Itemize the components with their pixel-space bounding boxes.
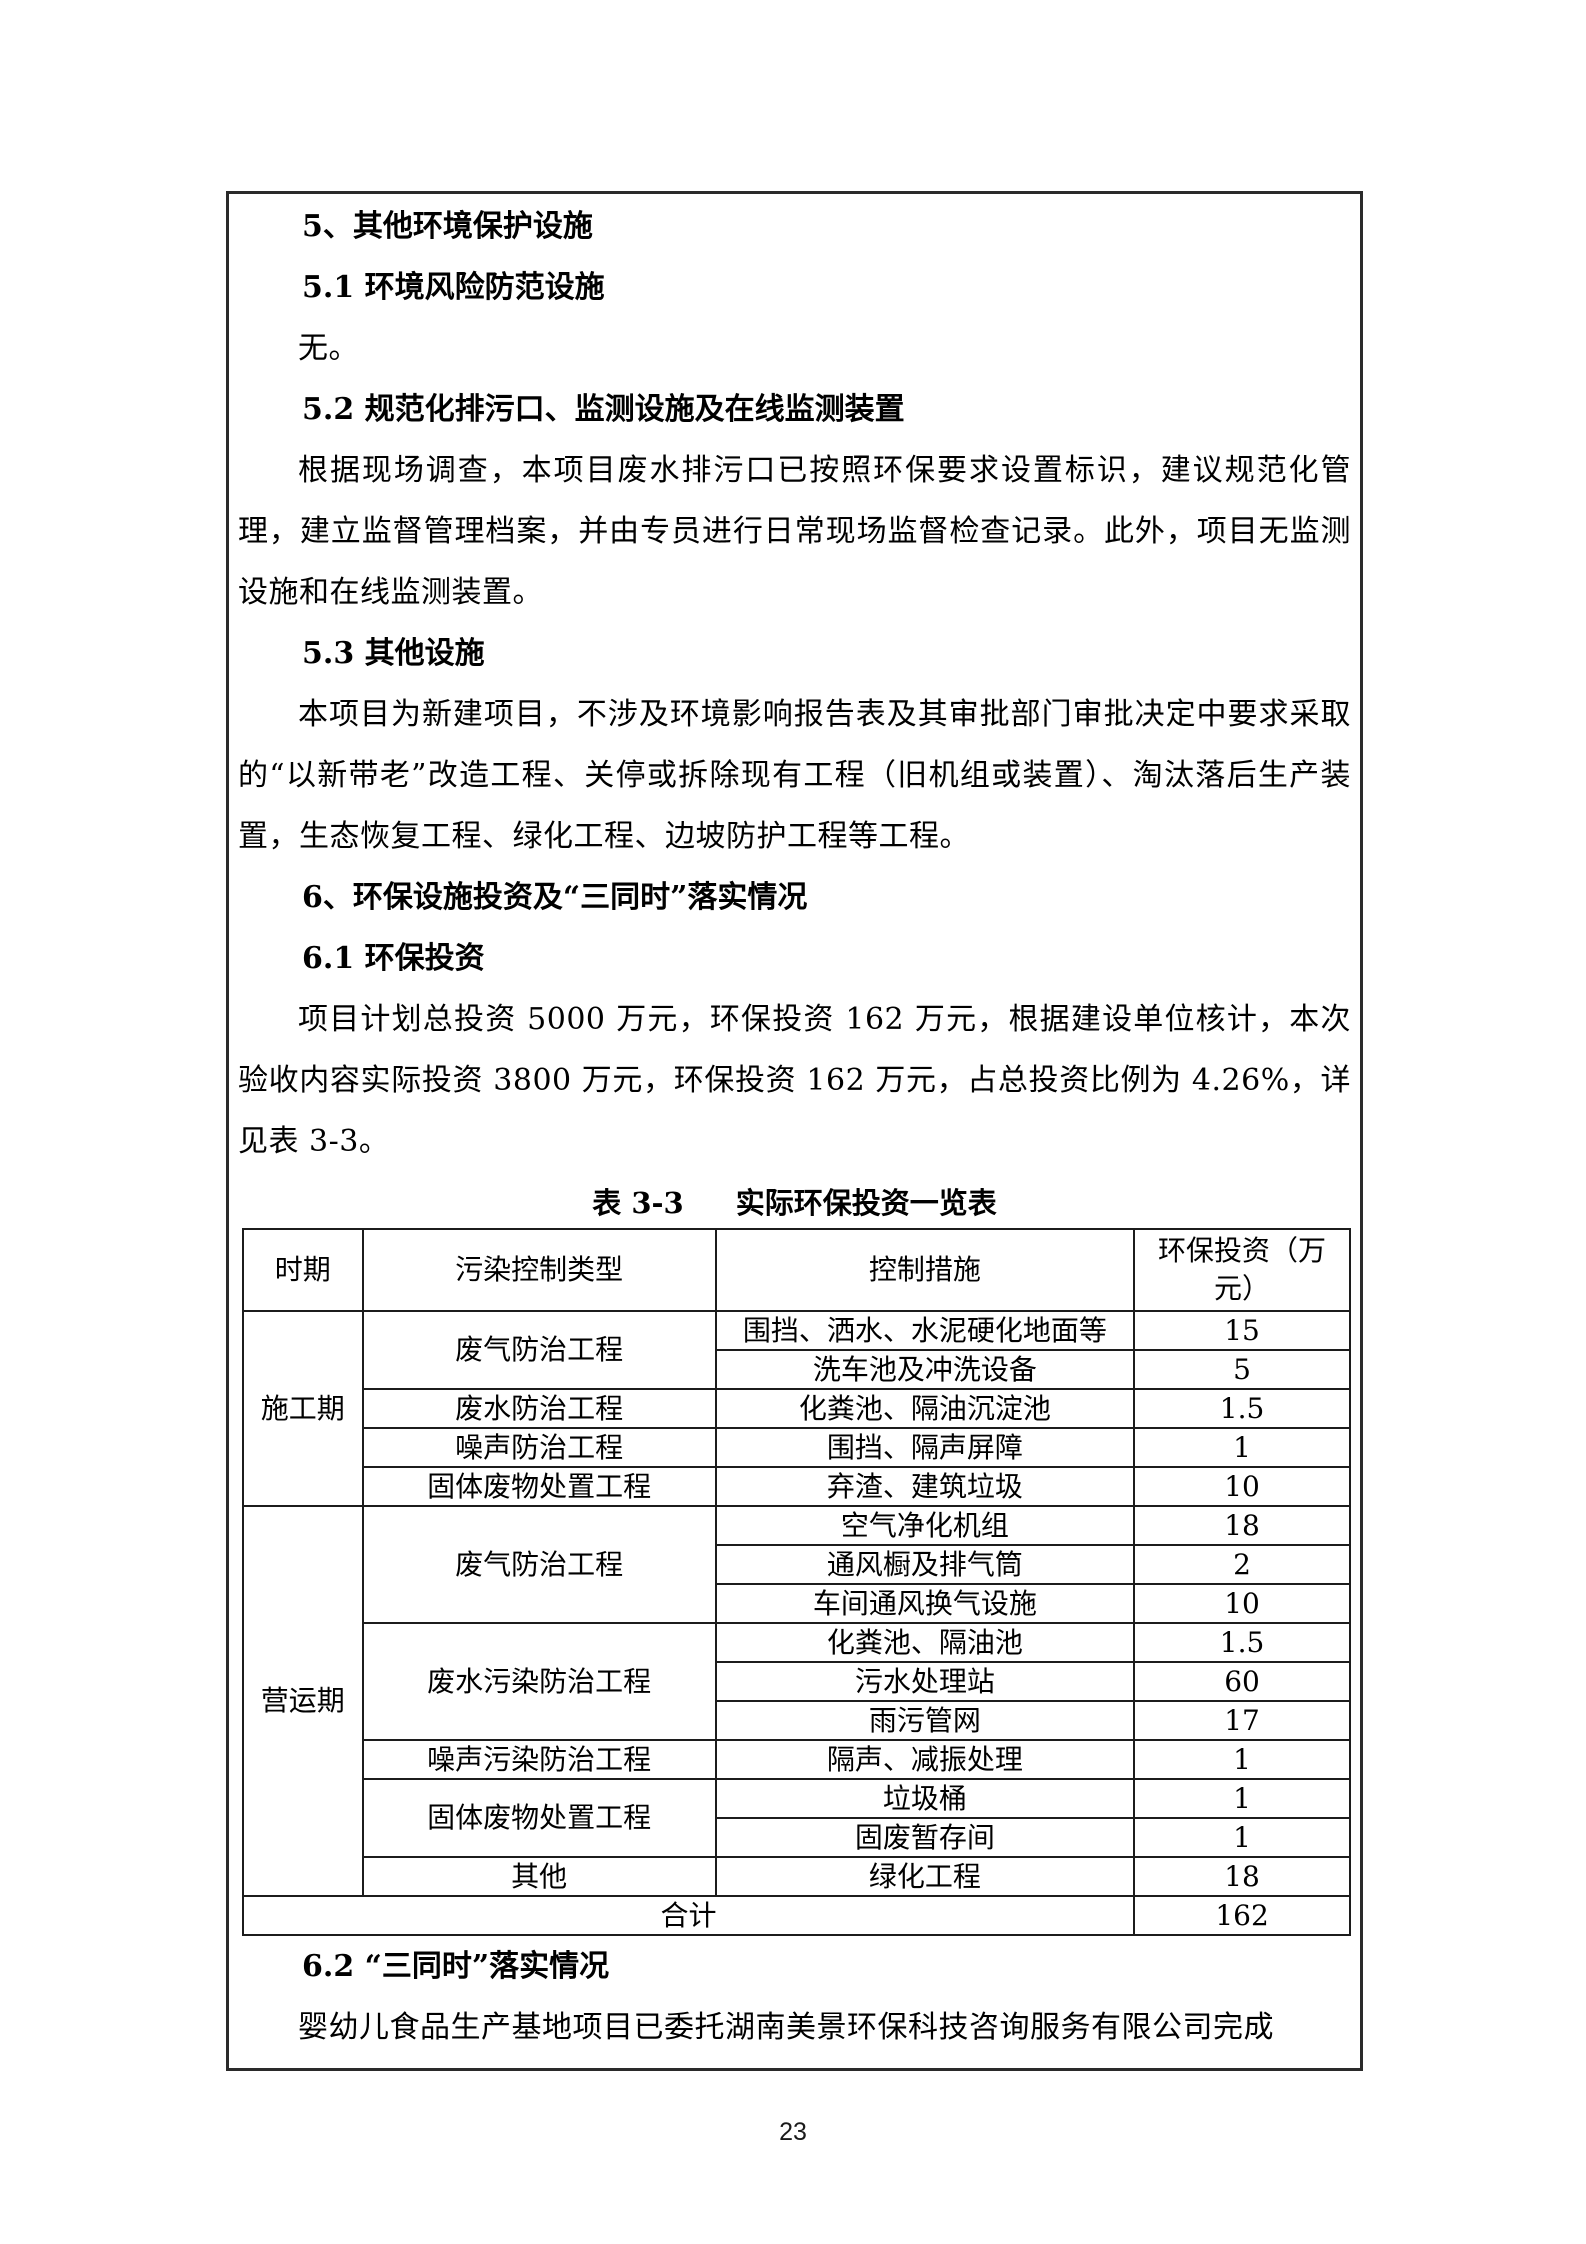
paragraph-5-3-body: 本项目为新建项目，不涉及环境影响报告表及其审批部门审批决定中要求采取的“以新带老… (238, 697, 1351, 854)
table-row: 雨污管网 17 (243, 1700, 1351, 1741)
control-measure-cell: 化粪池、隔油池 (714, 1622, 1136, 1663)
paragraph-6-1-body: 项目计划总投资 5000 万元，环保投资 162 万元，根据建设单位核计，本次验… (238, 1002, 1351, 1159)
table-caption: 表 3-3 实际环保投资一览表 (238, 1178, 1351, 1228)
heading-section-5-2: 5.2 规范化排污口、监测设施及在线监测装置 (302, 392, 905, 427)
investment-table-body: 施工期 废气防治工程 围挡、洒水、水泥硬化地面等 15 洗车池及冲洗设备 5 废水防治工程化… (241, 1310, 1351, 1936)
investment-value-cell: 1 (1133, 1817, 1351, 1858)
control-measure-cell: 污水处理站 (714, 1661, 1136, 1702)
table-row: 污水处理站 60 (243, 1661, 1351, 1702)
total-row: 合计 162 (241, 1895, 1351, 1936)
investment-value-cell: 18 (1133, 1856, 1351, 1897)
table-row: 噪声污染防治工程 隔声、减振处理 1 (243, 1739, 1351, 1780)
heading-section-6-1: 6.1 环保投资 (302, 941, 485, 976)
table-row: 通风橱及排气筒 2 (243, 1544, 1351, 1585)
table-row: 固体废物处置工程 垃圾桶 1 (243, 1778, 1351, 1858)
total-label-cell: 合计 (241, 1895, 1136, 1936)
table-row: 废水防治工程 化粪池、隔油沉淀池 1.5 (243, 1388, 1351, 1429)
control-measure-cell: 垃圾桶 (714, 1778, 1136, 1819)
col-header-control-measure: 控制措施 (714, 1228, 1136, 1312)
table-row: 废水污染防治工程 化粪池、隔油池 1.5 (243, 1622, 1351, 1741)
investment-table: 时期 污染控制类型 控制措施 环保投资（万元） 施工期 废气防治工程 围挡、洒水、水… (241, 1228, 1351, 1936)
pollution-type-cell: 固体废物处置工程 (361, 1778, 717, 1858)
paragraph-5-1-body: 无。 (298, 331, 359, 366)
investment-value-cell: 1 (1133, 1778, 1351, 1819)
control-measure-cell: 绿化工程 (714, 1856, 1136, 1897)
period-cell: 施工期 (242, 1310, 364, 1507)
investment-value-cell: 2 (1133, 1544, 1351, 1585)
paragraph-5-2-body: 根据现场调查，本项目废水排污口已按照环保要求设置标识，建议规范化管理，建立监督管… (238, 453, 1351, 610)
control-measure-cell: 固废暂存间 (714, 1817, 1136, 1858)
pollution-type-cell: 废气防治工程 (361, 1505, 717, 1624)
pollution-type-cell: 噪声防治工程 (361, 1427, 717, 1468)
page-number: 23 (779, 2118, 807, 2146)
control-measure-cell: 洗车池及冲洗设备 (714, 1349, 1136, 1390)
col-header-investment: 环保投资（万元） (1133, 1228, 1351, 1312)
investment-value-cell: 18 (1133, 1505, 1351, 1546)
table-row: 固废暂存间 1 (243, 1817, 1351, 1858)
table-caption-text: 实际环保投资一览表 (735, 1186, 997, 1220)
paragraph-6-2-body: 婴幼儿食品生产基地项目已委托湖南美景环保科技咨询服务有限公司完成 (298, 2010, 1274, 2045)
table-header-row: 时期 污染控制类型 控制措施 环保投资（万元） (242, 1228, 1351, 1312)
content-border-box: 5、其他环境保护设施 5.1 环境风险防范设施 无。 5.2 规范化排污口、监测… (226, 191, 1363, 2071)
control-measure-cell: 围挡、洒水、水泥硬化地面等 (714, 1310, 1136, 1351)
control-measure-cell: 围挡、隔声屏障 (714, 1427, 1136, 1468)
control-measure-cell: 车间通风换气设施 (714, 1583, 1136, 1624)
pollution-type-cell: 废水污染防治工程 (361, 1622, 717, 1741)
control-measure-cell: 空气净化机组 (714, 1505, 1136, 1546)
control-measure-cell: 化粪池、隔油沉淀池 (714, 1388, 1136, 1429)
pollution-type-cell: 噪声污染防治工程 (361, 1739, 717, 1780)
table-row: 其他 绿化工程 18 (243, 1856, 1351, 1897)
investment-value-cell: 1 (1133, 1739, 1351, 1780)
investment-value-cell: 1 (1133, 1427, 1351, 1468)
table-row: 洗车池及冲洗设备 5 (243, 1349, 1351, 1390)
heading-section-6: 6、环保设施投资及“三同时”落实情况 (302, 880, 808, 915)
investment-value-cell: 10 (1133, 1466, 1351, 1507)
table-row: 营运期 废气防治工程 空气净化机组 18 (242, 1505, 1351, 1897)
investment-value-cell: 1.5 (1133, 1622, 1351, 1663)
control-measure-cell: 雨污管网 (714, 1700, 1136, 1741)
investment-value-cell: 5 (1133, 1349, 1351, 1390)
investment-value-cell: 1.5 (1133, 1388, 1351, 1429)
pollution-type-cell: 废气防治工程 (361, 1310, 717, 1390)
heading-section-6-2: 6.2 “三同时”落实情况 (302, 1949, 610, 1984)
investment-value-cell: 15 (1133, 1310, 1351, 1351)
heading-section-5-3: 5.3 其他设施 (302, 636, 485, 671)
pollution-type-cell: 固体废物处置工程 (361, 1466, 717, 1507)
table-row: 施工期 废气防治工程 围挡、洒水、水泥硬化地面等 15 (242, 1310, 1351, 1507)
table-caption-label: 表 3-3 (592, 1186, 684, 1220)
table-row: 车间通风换气设施 10 (243, 1583, 1351, 1624)
heading-section-5-1: 5.1 环境风险防范设施 (302, 270, 605, 305)
pollution-type-cell: 废水防治工程 (361, 1388, 717, 1429)
table-row: 固体废物处置工程 弃渣、建筑垃圾 10 (243, 1466, 1351, 1507)
control-measure-cell: 弃渣、建筑垃圾 (714, 1466, 1136, 1507)
col-header-period: 时期 (242, 1228, 364, 1312)
heading-section-5: 5、其他环境保护设施 (302, 209, 593, 244)
col-header-pollution-type: 污染控制类型 (361, 1228, 717, 1312)
investment-value-cell: 60 (1133, 1661, 1351, 1702)
investment-value-cell: 17 (1133, 1700, 1351, 1741)
control-measure-cell: 隔声、减振处理 (714, 1739, 1136, 1780)
table-row: 噪声防治工程 围挡、隔声屏障 1 (243, 1427, 1351, 1468)
period-cell: 营运期 (242, 1505, 364, 1897)
investment-value-cell: 10 (1133, 1583, 1351, 1624)
total-value-cell: 162 (1133, 1895, 1351, 1936)
control-measure-cell: 通风橱及排气筒 (714, 1544, 1136, 1585)
pollution-type-cell: 其他 (361, 1856, 717, 1897)
